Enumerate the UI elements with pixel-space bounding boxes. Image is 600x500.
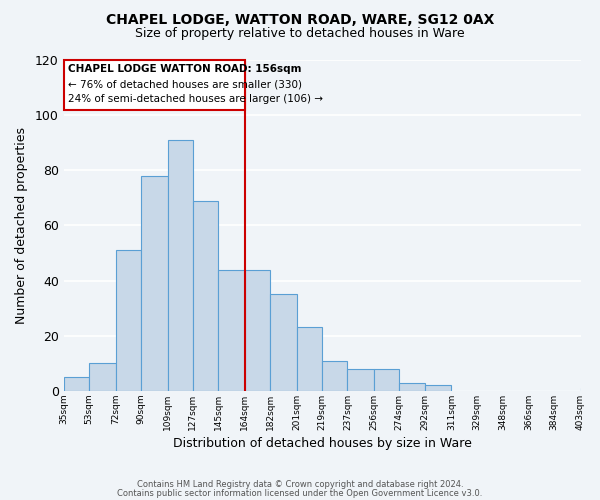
Bar xyxy=(374,369,400,391)
FancyBboxPatch shape xyxy=(64,60,245,110)
Text: Contains public sector information licensed under the Open Government Licence v3: Contains public sector information licen… xyxy=(118,488,482,498)
Text: 24% of semi-detached houses are larger (106) →: 24% of semi-detached houses are larger (… xyxy=(68,94,323,104)
Text: Size of property relative to detached houses in Ware: Size of property relative to detached ho… xyxy=(135,28,465,40)
X-axis label: Distribution of detached houses by size in Ware: Distribution of detached houses by size … xyxy=(173,437,472,450)
Bar xyxy=(581,388,600,391)
Bar xyxy=(322,360,347,391)
Bar xyxy=(89,364,116,391)
Text: CHAPEL LODGE, WATTON ROAD, WARE, SG12 0AX: CHAPEL LODGE, WATTON ROAD, WARE, SG12 0A… xyxy=(106,12,494,26)
Bar xyxy=(347,369,374,391)
Bar xyxy=(193,200,218,391)
Bar xyxy=(245,270,270,391)
Text: ← 76% of detached houses are smaller (330): ← 76% of detached houses are smaller (33… xyxy=(68,80,302,90)
Y-axis label: Number of detached properties: Number of detached properties xyxy=(15,127,28,324)
Bar xyxy=(270,294,297,391)
Bar xyxy=(425,386,451,391)
Bar xyxy=(400,382,425,391)
Bar xyxy=(141,176,167,391)
Bar xyxy=(64,377,89,391)
Bar xyxy=(297,328,322,391)
Bar xyxy=(167,140,193,391)
Text: CHAPEL LODGE WATTON ROAD: 156sqm: CHAPEL LODGE WATTON ROAD: 156sqm xyxy=(68,64,301,74)
Text: Contains HM Land Registry data © Crown copyright and database right 2024.: Contains HM Land Registry data © Crown c… xyxy=(137,480,463,489)
Bar xyxy=(116,250,141,391)
Bar xyxy=(218,270,245,391)
